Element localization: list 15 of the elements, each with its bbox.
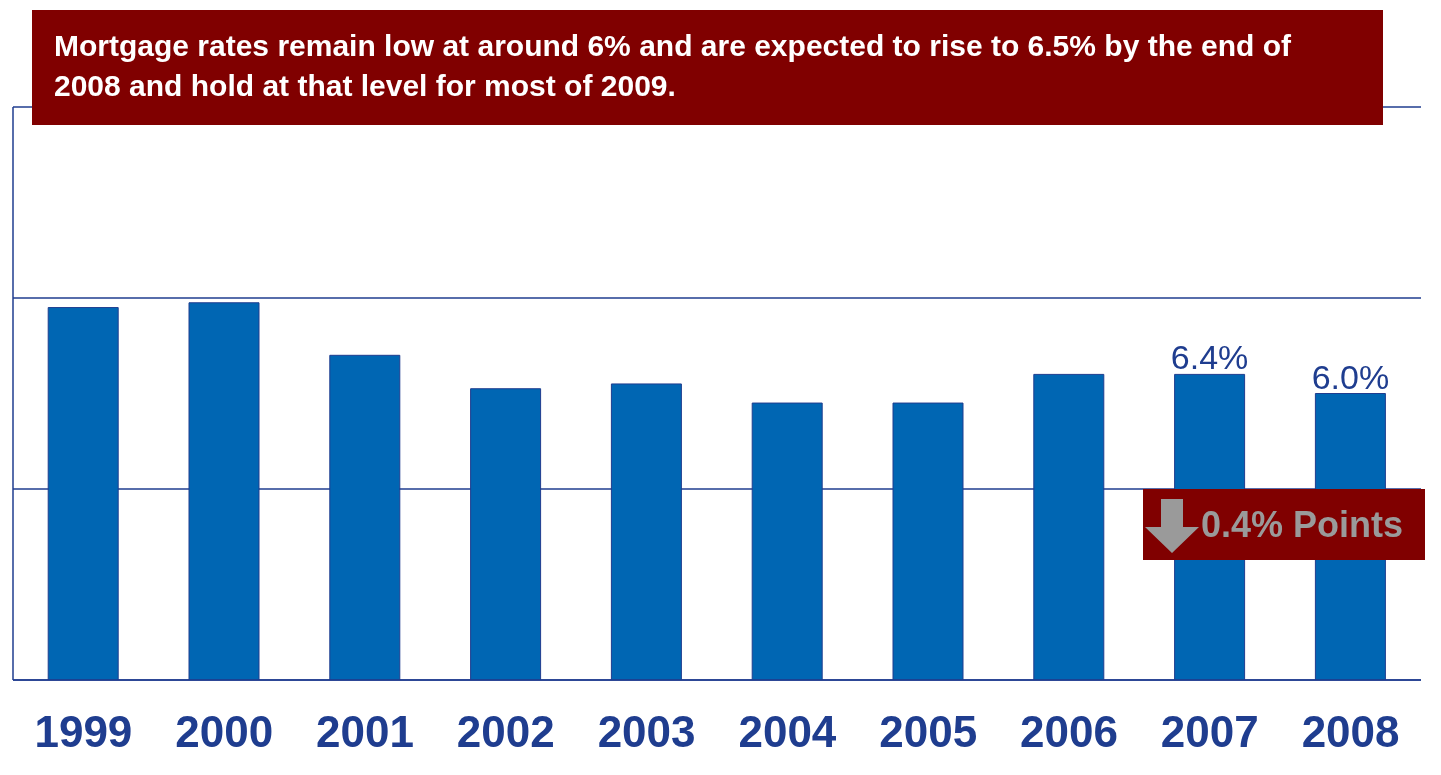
x-tick-label: 2004: [738, 707, 837, 757]
x-tick-label: 2008: [1301, 707, 1400, 757]
x-tick-label: 2005: [879, 707, 978, 757]
note-banner: 0.4% Points: [1143, 489, 1425, 560]
x-tick-label: 2003: [597, 707, 696, 757]
x-tick-label: 2002: [456, 707, 555, 757]
data-label: 6.4%: [1170, 338, 1249, 377]
x-tick-label: 2007: [1160, 707, 1259, 757]
title-banner: Mortgage rates remain low at around 6% and are expected to rise to 6.5% by the end of 2008 and hold at that level for most of 2009.: [32, 10, 1383, 125]
x-tick-label: 2000: [175, 707, 274, 757]
x-tick-label: 2006: [1020, 707, 1118, 757]
x-tick-label: 2001: [316, 707, 414, 757]
data-label: 6.0%: [1311, 357, 1390, 396]
annotation: 0.4% Points: [1201, 503, 1404, 546]
x-tick-label: 1999: [34, 707, 133, 757]
